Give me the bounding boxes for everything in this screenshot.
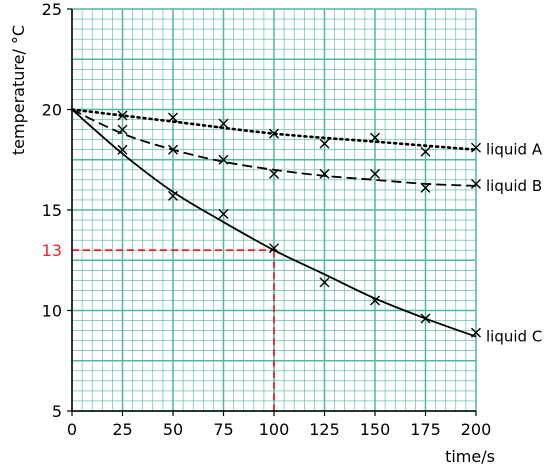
point-stroke — [269, 168, 279, 179]
data-point-liquid-c — [218, 209, 229, 220]
y-tick-label: 20 — [42, 101, 62, 120]
x-tick-label: 75 — [213, 420, 233, 439]
data-point-liquid-a — [420, 146, 431, 157]
x-tick-label: 25 — [112, 420, 132, 439]
data-point-liquid-a — [168, 112, 178, 123]
point-stroke — [269, 243, 279, 254]
data-point-liquid-c — [168, 190, 178, 201]
y-tick-label: 15 — [42, 201, 62, 220]
data-point-liquid-b — [471, 178, 481, 189]
data-point-liquid-c — [117, 144, 128, 155]
data-point-liquid-c — [420, 313, 431, 324]
x-tick-label: 50 — [163, 420, 183, 439]
series-layer — [70, 108, 481, 338]
y-tick-label: 10 — [42, 302, 62, 321]
point-stroke — [319, 138, 330, 149]
series-liquid-c — [71, 108, 481, 338]
data-point-liquid-b — [319, 168, 330, 179]
x-tick-label: 200 — [461, 420, 492, 439]
reference-lines — [72, 249, 275, 411]
point-stroke — [420, 313, 431, 324]
data-point-liquid-c — [471, 327, 481, 338]
point-stroke — [117, 144, 128, 155]
data-point-liquid-a — [471, 142, 481, 153]
point-stroke — [117, 110, 128, 121]
point-stroke — [471, 142, 481, 153]
reference-label: 13 — [42, 241, 62, 260]
point-stroke — [420, 182, 431, 193]
data-point-liquid-b — [117, 124, 128, 135]
point-stroke — [117, 124, 128, 135]
data-point-liquid-b — [269, 168, 279, 179]
series-liquid-a — [70, 108, 481, 157]
point-stroke — [218, 118, 229, 129]
series-label-liquid-a: liquid A — [486, 141, 543, 159]
data-point-liquid-b — [218, 154, 229, 165]
data-point-liquid-a — [117, 110, 128, 121]
series-liquid-b — [71, 108, 481, 193]
data-point-liquid-c — [370, 295, 380, 306]
x-tick-label: 125 — [309, 420, 340, 439]
data-point-liquid-b — [420, 182, 431, 193]
point-stroke — [370, 168, 380, 179]
data-point-liquid-a — [319, 138, 330, 149]
x-tick-label: 175 — [410, 420, 441, 439]
data-point-liquid-b — [370, 168, 380, 179]
tick-labels: 0 25 50 75 100 125 150 175 200 5 10 15 20 25 13 liquid … — [42, 0, 543, 439]
point-stroke — [420, 146, 431, 157]
data-point-liquid-a — [218, 118, 229, 129]
y-axis-label: temperature/ °C — [9, 25, 28, 155]
point-stroke — [370, 132, 380, 143]
data-point-liquid-a — [370, 132, 380, 143]
point-stroke — [218, 154, 229, 165]
point-stroke — [471, 178, 481, 189]
series-line-liquid-b — [71, 108, 477, 187]
axes — [67, 8, 477, 416]
y-tick-label: 25 — [42, 0, 62, 19]
data-point-liquid-c — [319, 277, 330, 288]
point-stroke — [168, 144, 178, 155]
x-axis-label: time/s — [445, 447, 495, 466]
x-tick-label: 150 — [360, 420, 391, 439]
x-tick-label: 0 — [67, 420, 77, 439]
point-stroke — [168, 190, 178, 201]
series-line-liquid-c — [71, 108, 477, 338]
y-tick-label: 5 — [52, 402, 62, 421]
point-stroke — [370, 295, 380, 306]
point-stroke — [218, 209, 229, 220]
data-point-liquid-a — [269, 128, 279, 139]
series-label-liquid-b: liquid B — [486, 177, 542, 195]
point-stroke — [319, 277, 330, 288]
series-label-liquid-c: liquid C — [486, 328, 542, 346]
point-stroke — [471, 327, 481, 338]
data-point-liquid-c — [269, 243, 279, 254]
point-stroke — [168, 112, 178, 123]
data-point-liquid-b — [168, 144, 178, 155]
point-stroke — [319, 168, 330, 179]
x-tick-label: 100 — [259, 420, 290, 439]
point-stroke — [269, 128, 279, 139]
